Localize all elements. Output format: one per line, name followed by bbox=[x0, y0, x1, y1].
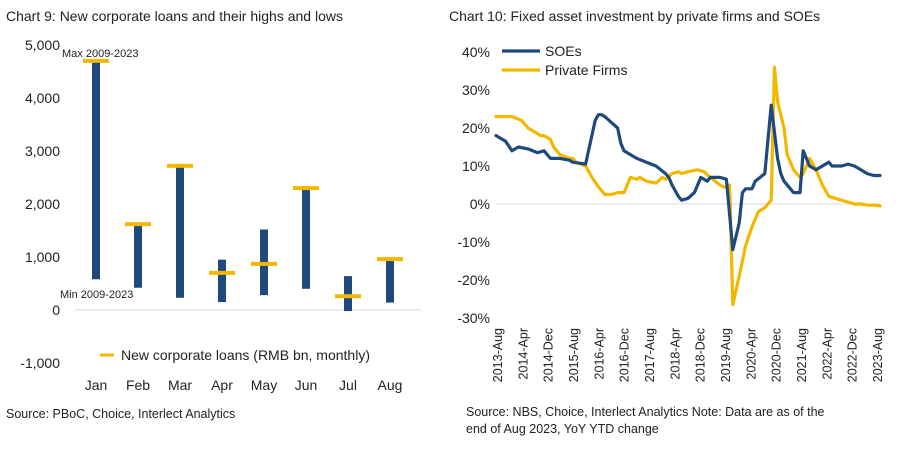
range-bar-apr bbox=[218, 259, 226, 303]
chart9-title: Chart 9: New corporate loans and their h… bbox=[6, 8, 343, 24]
x-tick-label: 2016-Apr bbox=[592, 328, 606, 379]
series-line-soes bbox=[494, 103, 882, 252]
chart9-plot: -1,000 0 1,000 2,000 3,000 4,000 5,000 Jan Feb Ma… bbox=[20, 37, 421, 393]
y-tick-label: 10% bbox=[462, 158, 490, 174]
x-tick-label: Jun bbox=[295, 377, 318, 393]
x-tick-label: 2020-Apr bbox=[744, 328, 758, 379]
legend-label: Private Firms bbox=[545, 62, 627, 78]
loan-marker-feb bbox=[125, 222, 151, 227]
x-tick-label: Jan bbox=[85, 377, 108, 393]
legend-label: SOEs bbox=[545, 43, 582, 59]
x-tick-label: 2022-Dec bbox=[846, 328, 860, 382]
series-line-private-firms bbox=[494, 65, 882, 307]
loan-marker-jan bbox=[83, 58, 109, 63]
x-tick-label: Feb bbox=[126, 377, 150, 393]
loan-marker-jul bbox=[335, 294, 361, 299]
chart10-source-line1: Source: NBS, Choice, Interlect Analytics… bbox=[466, 405, 825, 419]
loan-marker-may bbox=[251, 261, 277, 266]
range-bar-mar bbox=[176, 165, 184, 298]
y-tick-label: 30% bbox=[462, 82, 490, 98]
range-bar-aug bbox=[386, 259, 394, 303]
chart9-source: Source: PBoC, Choice, Interlect Analytic… bbox=[6, 407, 236, 421]
min-annotation: Min 2009-2023 bbox=[60, 289, 133, 301]
x-tick-label: 2013-Aug bbox=[491, 328, 505, 382]
x-tick-label: 2014-Apr bbox=[516, 328, 530, 379]
x-tick-label: 2015-Aug bbox=[567, 328, 581, 382]
y-tick-label: 20% bbox=[462, 120, 490, 136]
chart10-source-line2: end of Aug 2023, YoY YTD change bbox=[466, 422, 659, 436]
chart10-source: Source: NBS, Choice, Interlect Analytics… bbox=[466, 404, 825, 438]
x-tick-label: 2020-Dec bbox=[770, 328, 784, 382]
y-tick-label: 5,000 bbox=[25, 37, 60, 53]
range-bar-jul bbox=[344, 276, 352, 312]
loan-marker-mar bbox=[167, 163, 193, 168]
legend-label: New corporate loans (RMB bn, monthly) bbox=[121, 347, 370, 363]
y-tick-label: -1,000 bbox=[20, 355, 60, 371]
x-tick-label: 2023-Aug bbox=[871, 328, 885, 382]
x-tick-label: 2021-Aug bbox=[795, 328, 809, 382]
chart10-plot: -30% -20% -10% 0% 10% 20% 30% 40% 2013-Aug 2014-A… bbox=[457, 43, 885, 382]
x-tick-label: Apr bbox=[211, 377, 233, 393]
x-tick-label: 2016-Dec bbox=[618, 328, 632, 382]
x-tick-label: 2022-Apr bbox=[820, 328, 834, 379]
x-tick-label: 2019-Aug bbox=[719, 328, 733, 382]
x-tick-label: 2014-Dec bbox=[542, 328, 556, 382]
max-annotation: Max 2009-2023 bbox=[62, 48, 138, 60]
y-tick-label: 0% bbox=[470, 196, 490, 212]
y-tick-label: -20% bbox=[457, 272, 490, 288]
x-tick-label: May bbox=[251, 377, 277, 393]
y-tick-label: 2,000 bbox=[25, 196, 60, 212]
y-tick-label: -30% bbox=[457, 310, 490, 326]
range-bar-feb bbox=[134, 223, 142, 288]
x-tick-label: Mar bbox=[168, 377, 192, 393]
loan-marker-jun bbox=[293, 186, 319, 191]
x-tick-label: Aug bbox=[378, 377, 403, 393]
y-tick-label: 0 bbox=[52, 302, 60, 318]
x-tick-label: Jul bbox=[339, 377, 357, 393]
loan-marker-apr bbox=[209, 270, 235, 275]
loan-marker-aug bbox=[377, 257, 403, 262]
range-bar-jun bbox=[302, 187, 310, 289]
y-tick-label: 40% bbox=[462, 44, 490, 60]
range-bar-jan bbox=[92, 60, 100, 280]
x-tick-label: 2018-Dec bbox=[694, 328, 708, 382]
y-tick-label: -10% bbox=[457, 234, 490, 250]
y-tick-label: 3,000 bbox=[25, 143, 60, 159]
y-tick-label: 4,000 bbox=[25, 90, 60, 106]
y-tick-label: 1,000 bbox=[25, 249, 60, 265]
x-tick-label: 2018-Apr bbox=[668, 328, 682, 379]
chart10-title: Chart 10: Fixed asset investment by priv… bbox=[449, 8, 821, 24]
x-tick-label: 2017-Aug bbox=[643, 328, 657, 382]
